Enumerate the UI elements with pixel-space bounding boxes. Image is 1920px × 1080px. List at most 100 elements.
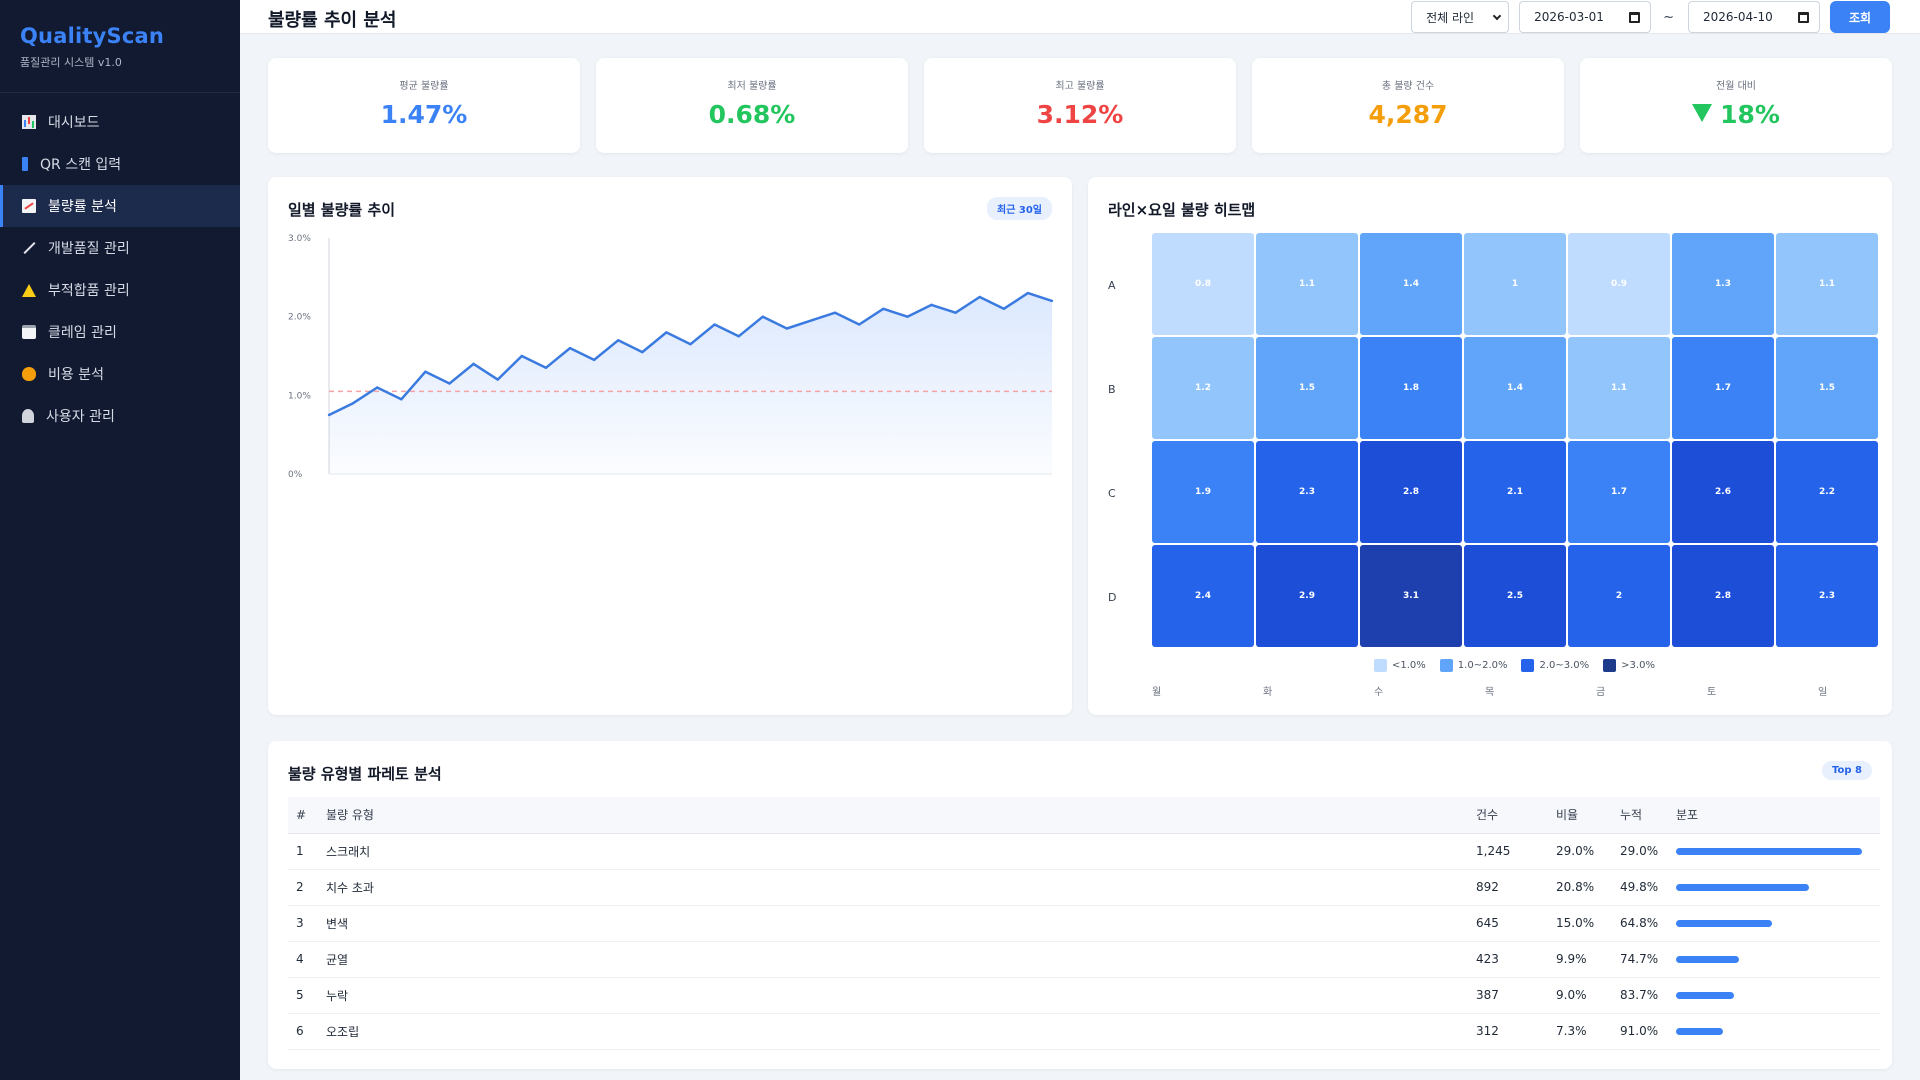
heatmap-cell[interactable]: 1.3 [1672, 233, 1774, 335]
trend-point[interactable] [592, 358, 596, 362]
heatmap-cell[interactable]: 1.2 [1152, 337, 1254, 439]
line-select-value: 전체 라인 [1426, 10, 1475, 25]
heatmap-cell[interactable]: 0.9 [1568, 233, 1670, 335]
kpi-label: 최저 불량률 [727, 81, 777, 92]
trend-point[interactable] [713, 323, 716, 326]
sidebar-item-label: 사용자 관리 [46, 409, 115, 425]
sidebar-item-qr-scan[interactable]: QR 스캔 입력 [0, 143, 240, 185]
table-row[interactable]: 3 변색 645 15.0% 64.8% [288, 905, 1880, 942]
brand-name[interactable]: QualityScan [20, 24, 164, 48]
sidebar-item-dashboard[interactable]: 대시보드 [0, 101, 240, 143]
trend-point[interactable] [761, 315, 764, 318]
heatmap-cell[interactable]: 2.8 [1672, 545, 1774, 647]
trend-point[interactable] [930, 303, 933, 307]
sidebar-item-dev-quality[interactable]: 개발품질 관리 [0, 227, 240, 269]
heatmap-cell[interactable]: 2.3 [1256, 441, 1358, 543]
heatmap-cell[interactable]: 2.1 [1464, 441, 1566, 543]
heatmap-day-label: 토 [1707, 687, 1717, 698]
trend-point[interactable] [906, 315, 909, 318]
trend-point[interactable] [520, 354, 523, 358]
trend-point[interactable] [617, 339, 620, 342]
sidebar-item-cost[interactable]: 비용 분석 [0, 353, 240, 395]
trend-point[interactable] [882, 307, 885, 310]
heatmap-legend: <1.0% 1.0~2.0% 2.0~3.0% >3.0% [1360, 659, 1655, 672]
cell-rank: 3 [288, 905, 318, 942]
date-to-input[interactable]: 2026-04-10 [1688, 1, 1820, 33]
sidebar-item-claims[interactable]: 클레임 관리 [0, 311, 240, 353]
date-from-value: 2026-03-01 [1534, 10, 1604, 24]
trend-point[interactable] [1026, 291, 1030, 295]
heatmap-cell[interactable]: 1.7 [1672, 337, 1774, 439]
trend-point[interactable] [833, 311, 837, 314]
heatmap-cell[interactable]: 1.4 [1464, 337, 1566, 439]
heatmap-cell[interactable]: 1.4 [1360, 233, 1462, 335]
heatmap-cell[interactable]: 0.8 [1152, 233, 1254, 335]
trend-point[interactable] [400, 398, 403, 401]
table-row[interactable]: 1 스크래치 1,245 29.0% 29.0% [288, 833, 1880, 870]
heatmap-cell[interactable]: 3.1 [1360, 545, 1462, 647]
heatmap-cell[interactable]: 1.1 [1776, 233, 1878, 335]
heatmap-cell[interactable]: 2.6 [1672, 441, 1774, 543]
cell-count: 312 [1468, 1013, 1548, 1050]
users-icon [22, 409, 34, 423]
sidebar-item-nonconforming[interactable]: 부적합품 관리 [0, 269, 240, 311]
trend-point[interactable] [737, 335, 740, 338]
heatmap-cell[interactable]: 1.1 [1256, 233, 1358, 335]
heatmap-cell[interactable]: 1.5 [1776, 337, 1878, 439]
y-tick-label: 1.0% [288, 391, 311, 401]
sidebar-item-users[interactable]: 사용자 관리 [0, 395, 240, 437]
heatmap-cell[interactable]: 1.7 [1568, 441, 1670, 543]
cell-ratio: 7.3% [1548, 1013, 1612, 1050]
trend-point[interactable] [689, 343, 692, 346]
trend-point[interactable] [376, 386, 379, 389]
trend-point[interactable] [424, 370, 427, 373]
table-row[interactable]: 2 치수 초과 892 20.8% 49.8% [288, 869, 1880, 906]
heatmap-cell[interactable]: 2 [1568, 545, 1670, 647]
cell-cumulative: 83.7% [1612, 977, 1668, 1014]
heatmap-cell[interactable]: 1.9 [1152, 441, 1254, 543]
heatmap-cell[interactable]: 1.5 [1256, 337, 1358, 439]
heatmap-cell[interactable]: 2.3 [1776, 545, 1878, 647]
heatmap-cell[interactable]: 1.8 [1360, 337, 1462, 439]
kpi-value: 0.68% [708, 100, 796, 129]
wand-icon [22, 241, 36, 255]
trend-point[interactable] [1050, 299, 1054, 303]
date-from-input[interactable]: 2026-03-01 [1519, 1, 1652, 33]
trend-point[interactable] [785, 327, 789, 330]
trend-point[interactable] [858, 323, 861, 326]
cell-distribution [1668, 833, 1880, 870]
heatmap-cell[interactable]: 2.5 [1464, 545, 1566, 647]
trend-point[interactable] [448, 382, 451, 385]
heatmap-cell[interactable]: 2.9 [1256, 545, 1358, 647]
trend-point[interactable] [351, 402, 355, 405]
table-row[interactable]: 5 누락 387 9.0% 83.7% [288, 977, 1880, 1014]
heatmap-cell[interactable]: 2.4 [1152, 545, 1254, 647]
table-row[interactable]: 4 균열 423 9.9% 74.7% [288, 941, 1880, 978]
trend-point[interactable] [1002, 307, 1005, 310]
trend-point[interactable] [496, 378, 499, 381]
line-select[interactable]: 전체 라인 [1411, 1, 1510, 33]
calendar-icon[interactable] [1629, 11, 1641, 23]
heatmap-cell[interactable]: 2.8 [1360, 441, 1462, 543]
heatmap-cell[interactable]: 1 [1464, 233, 1566, 335]
trend-point[interactable] [327, 413, 331, 417]
trend-point[interactable] [472, 362, 475, 366]
trend-point[interactable] [809, 319, 813, 322]
heatmap-cell[interactable]: 1.1 [1568, 337, 1670, 439]
trend-point[interactable] [954, 311, 957, 314]
heatmap-day-label: 일 [1818, 687, 1828, 698]
trend-point[interactable] [978, 295, 981, 299]
heatmap-cell[interactable]: 2.2 [1776, 441, 1878, 543]
calendar-icon[interactable] [1798, 11, 1809, 23]
page-title: 불량률 추이 분석 [268, 10, 397, 31]
trend-point[interactable] [641, 350, 644, 354]
sidebar-item-label: QR 스캔 입력 [40, 157, 122, 173]
distribution-bar [1676, 919, 1773, 927]
trend-point[interactable] [544, 366, 548, 369]
trend-panel: 일별 불량률 추이 최근 30일 3.0% 2.0% 1.0% 0% [268, 177, 1072, 715]
query-button[interactable]: 조회 [1830, 1, 1890, 33]
trend-point[interactable] [665, 331, 668, 334]
trend-point[interactable] [568, 346, 572, 350]
sidebar-item-defect-analysis[interactable]: 불량률 분석 [0, 185, 240, 227]
table-row[interactable]: 6 오조립 312 7.3% 91.0% [288, 1013, 1880, 1050]
